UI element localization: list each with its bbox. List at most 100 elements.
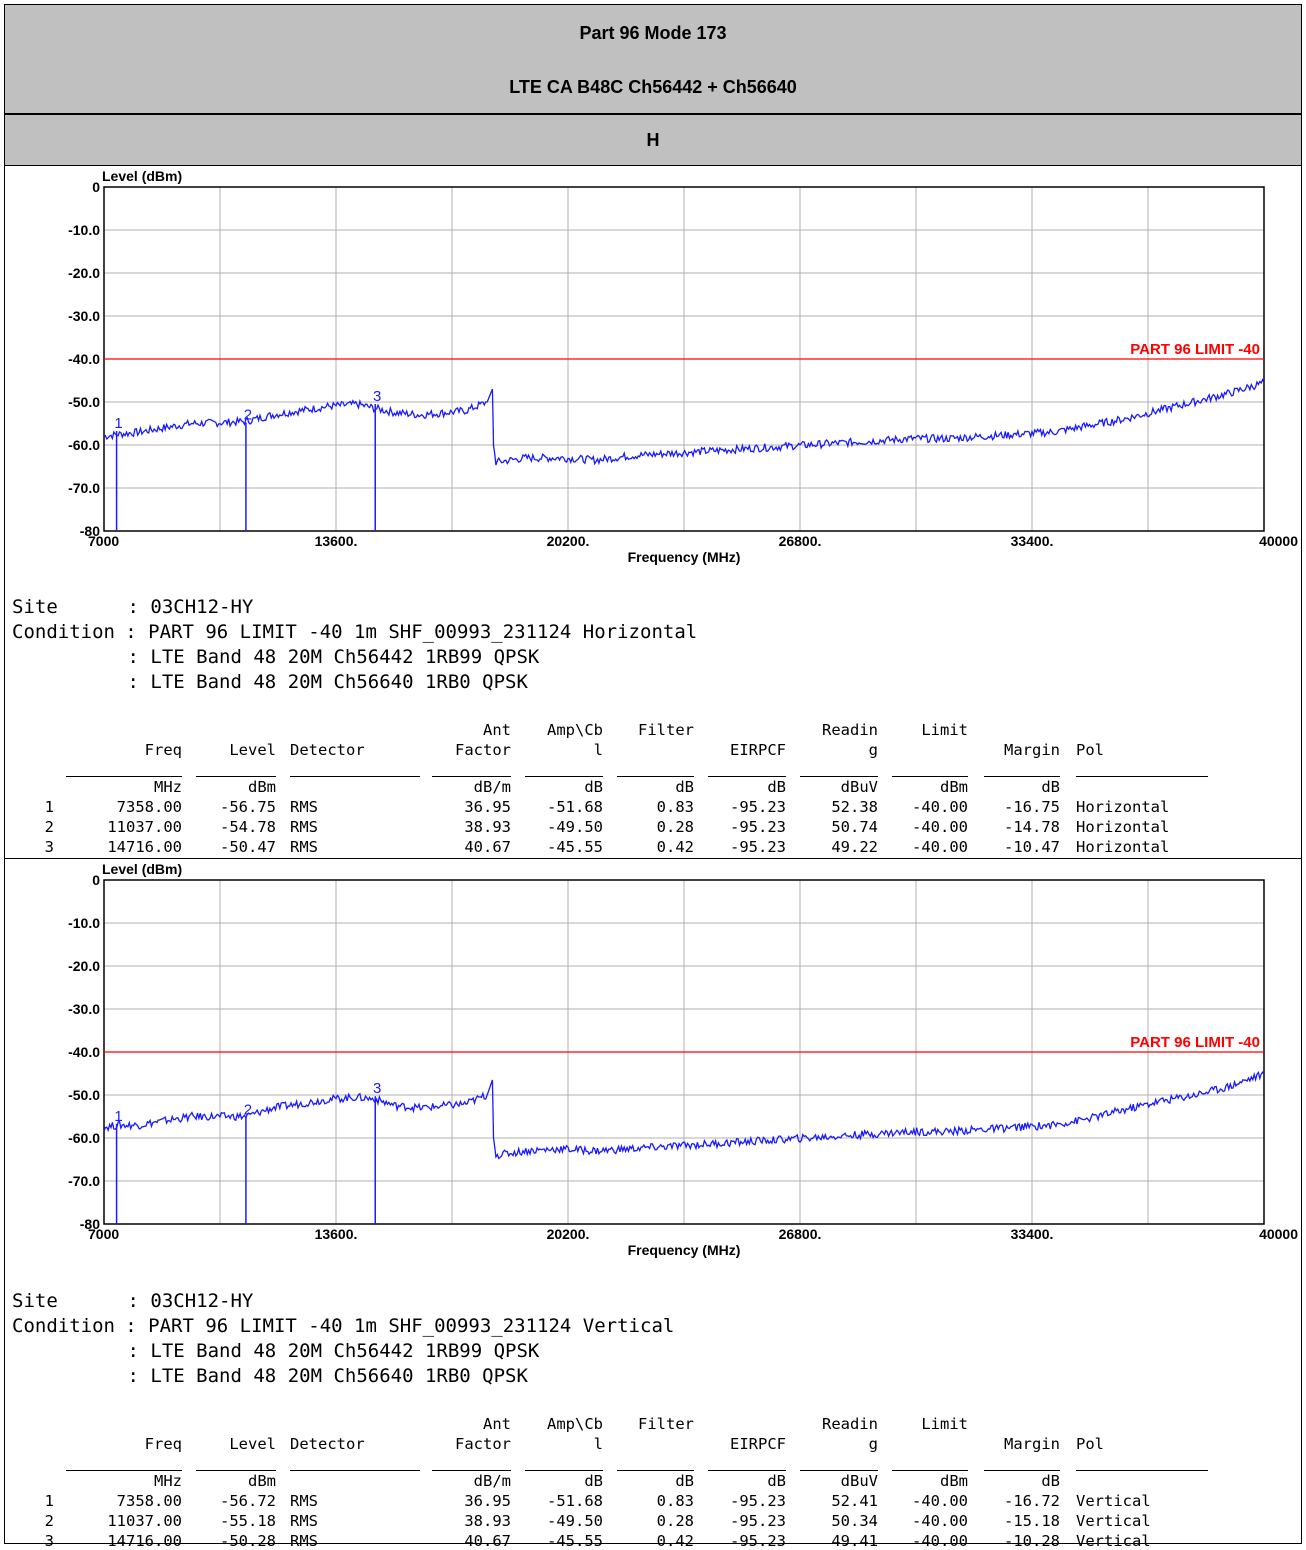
table-cell: 11037.00 (107, 1512, 182, 1530)
table-cell: RMS (290, 838, 318, 856)
info-row: Condition: PART 96 LIMIT -40 1m SHF_0099… (12, 620, 697, 645)
separator: : (127, 1340, 151, 1362)
column-underline (984, 776, 1060, 777)
column-underline (525, 1470, 603, 1471)
info-row: : LTE Band 48 20M Ch56442 1RB99 QPSK (12, 1339, 674, 1364)
y-tick-label: -70.0 (68, 1173, 100, 1189)
column-unit: MHz (154, 778, 182, 796)
condition-label: Condition (12, 621, 115, 643)
info-row: Site: 03CH12-HY (12, 595, 697, 620)
table-cell: RMS (290, 1532, 318, 1550)
info-row: Condition: PART 96 LIMIT -40 1m SHF_0099… (12, 1314, 674, 1339)
y-tick-label: 0 (92, 179, 100, 195)
spectrum-chart-horizontal: 0 -10.0 -20.0 -30.0 -40.0 -50.0 -60.0 -70.0 -807… (68, 168, 1298, 565)
column-underline (800, 776, 878, 777)
column-header: Level (229, 1435, 276, 1453)
column-header: g (868, 741, 878, 759)
column-underline (290, 776, 420, 777)
table-cell: -45.55 (547, 838, 603, 856)
table-cell: -55.18 (220, 1512, 276, 1530)
column-unit: dB/m (473, 778, 511, 796)
table-cell: 38.93 (464, 818, 511, 836)
column-unit: dB (584, 1472, 603, 1490)
info-row: : LTE Band 48 20M Ch56442 1RB99 QPSK (12, 645, 697, 670)
x-tick-label: 13600. (315, 533, 358, 549)
column-underline (1076, 1470, 1208, 1471)
x-axis-label: Frequency (MHz) (628, 549, 741, 565)
table-cell: 0.83 (656, 1492, 694, 1510)
page-title: Part 96 Mode 173 (4, 4, 1302, 61)
column-underline (800, 1470, 878, 1471)
table-cell: -50.28 (220, 1532, 276, 1550)
column-header: Detector (290, 1435, 365, 1453)
column-underline (432, 1470, 511, 1471)
info-row: Site: 03CH12-HY (12, 1289, 674, 1314)
y-tick-label: -80 (80, 1216, 100, 1232)
table-cell: -95.23 (730, 838, 786, 856)
column-underline (1076, 776, 1208, 777)
column-unit: dB (675, 778, 694, 796)
column-header: EIRPCF (730, 741, 786, 759)
column-unit: dB (584, 778, 603, 796)
column-underline (196, 776, 276, 777)
spectrum-chart-vertical: 0 -10.0 -20.0 -30.0 -40.0 -50.0 -60.0 -70.0 -807… (68, 861, 1298, 1258)
row-number: 2 (44, 1512, 54, 1530)
table-cell: 40.67 (464, 1532, 511, 1550)
column-underline (66, 776, 182, 777)
table-cell: 50.34 (831, 1512, 878, 1530)
column-header-top: Filter (638, 1415, 694, 1433)
table-cell: -56.72 (220, 1492, 276, 1510)
column-header: l (593, 1435, 603, 1453)
table-cell: -15.18 (1004, 1512, 1060, 1530)
column-underline (196, 1470, 276, 1471)
column-header-top: Ant (483, 721, 511, 739)
site-label: Site (12, 596, 58, 618)
column-header-top: Limit (921, 721, 968, 739)
table-cell: 0.83 (656, 798, 694, 816)
column-header-top: Filter (638, 721, 694, 739)
column-underline (708, 776, 786, 777)
x-tick-label: 40000 (1259, 1226, 1298, 1242)
table-cell: 52.41 (831, 1492, 878, 1510)
column-underline (432, 776, 511, 777)
table-cell: RMS (290, 1492, 318, 1510)
column-unit: dBm (248, 778, 276, 796)
table-cell: -51.68 (547, 1492, 603, 1510)
condition-line: LTE Band 48 20M Ch56640 1RB0 QPSK (150, 671, 528, 693)
y-tick-label: -50.0 (68, 394, 100, 410)
separator: : (127, 1365, 151, 1387)
x-tick-label: 26800. (779, 1226, 822, 1242)
row-number: 2 (44, 818, 54, 836)
marker-label: 2 (244, 1101, 252, 1118)
column-header: Freq (144, 1435, 182, 1453)
table-cell: Horizontal (1076, 818, 1170, 836)
limit-line-label: PART 96 LIMIT -40 (1130, 341, 1260, 358)
y-tick-label: -80 (80, 523, 100, 539)
column-unit: dB (767, 778, 786, 796)
column-unit: dBm (940, 778, 968, 796)
column-underline (892, 1470, 968, 1471)
y-tick-label: -50.0 (68, 1087, 100, 1103)
table-cell: 49.22 (831, 838, 878, 856)
table-cell: -95.23 (730, 1492, 786, 1510)
y-tick-label: -40.0 (68, 1044, 100, 1060)
table-cell: Vertical (1076, 1492, 1151, 1510)
x-tick-label: 7000 (88, 1226, 119, 1242)
table-cell: Vertical (1076, 1512, 1151, 1530)
y-tick-label: -10.0 (68, 915, 100, 931)
section-divider (4, 858, 1302, 859)
table-cell: -10.28 (1004, 1532, 1060, 1550)
spectrum-trace (103, 378, 1265, 466)
row-number: 3 (44, 1532, 54, 1550)
condition-line: PART 96 LIMIT -40 1m SHF_00993_231124 Ve… (148, 1315, 675, 1337)
table-cell: -54.78 (220, 818, 276, 836)
x-tick-label: 33400. (1011, 533, 1054, 549)
column-header-top: Readin (822, 721, 878, 739)
column-underline (290, 1470, 420, 1471)
site-label: Site (12, 1290, 58, 1312)
table-cell: -49.50 (547, 1512, 603, 1530)
condition-label: Condition (12, 1315, 115, 1337)
column-unit: dB (767, 1472, 786, 1490)
column-underline (617, 776, 694, 777)
table-cell: 11037.00 (107, 818, 182, 836)
